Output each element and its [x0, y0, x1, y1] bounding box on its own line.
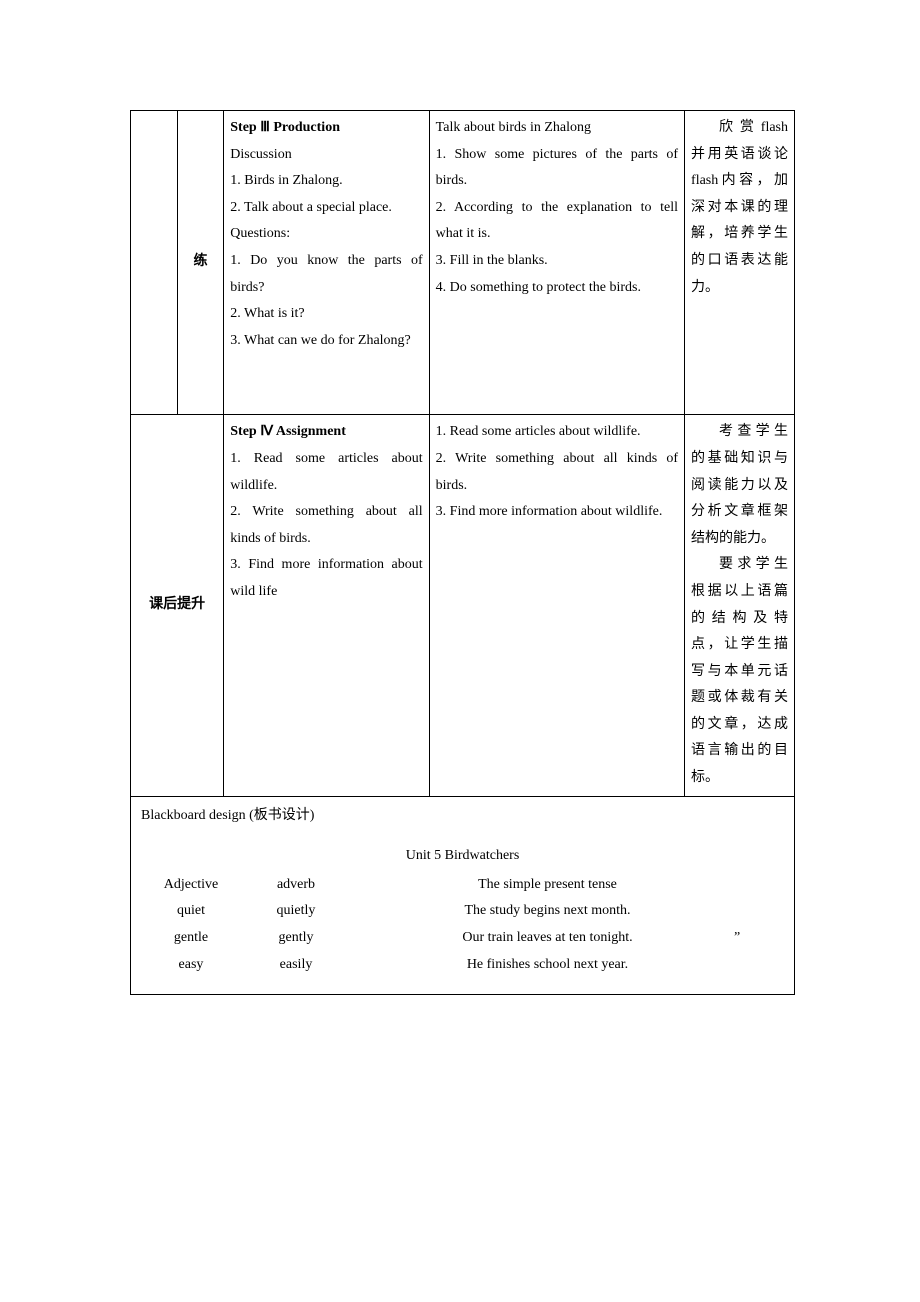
activity-line: 2. Talk about a special place. — [230, 195, 422, 222]
activity-line: 2. Write something about all kinds of bi… — [436, 446, 678, 499]
activity-line: 3. Find more information about wild life — [230, 552, 422, 605]
activity-line: 1. Do you know the parts of birds? — [230, 248, 422, 301]
activity-line: 3. Fill in the blanks. — [436, 248, 678, 275]
purpose-cell: 欣赏flash并用英语谈论flash内容，加深对本课的理解，培养学生的口语表达能… — [685, 111, 795, 415]
purpose-text: 考查学生的基础知识与阅读能力以及分析文章框架结构的能力。 — [691, 419, 788, 552]
adverb-cell: adverb — [241, 872, 351, 899]
word-row: easy easily — [141, 952, 371, 979]
adjective-cell: quiet — [141, 898, 241, 925]
activity-line: 1. Birds in Zhalong. — [230, 168, 422, 195]
activity-line: 1. Read some articles about wildlife. — [436, 419, 678, 446]
adverb-cell: gently — [241, 925, 351, 952]
activity-line: 3. What can we do for Zhalong? — [230, 328, 422, 355]
lesson-plan-table: 练 Step Ⅲ Production Discussion 1. Birds … — [130, 110, 795, 995]
teacher-activity-cell: Step Ⅳ Assignment 1. Read some articles … — [224, 415, 429, 796]
student-activity-cell: Talk about birds in Zhalong 1. Show some… — [429, 111, 684, 415]
step-heading: Step Ⅳ Assignment — [230, 419, 422, 446]
activity-line: 3. Find more information about wildlife. — [436, 499, 678, 526]
activity-line: 1. Show some pictures of the parts of bi… — [436, 142, 678, 195]
blackboard-title: Blackboard design (板书设计) — [141, 803, 784, 830]
teacher-activity-cell: Step Ⅲ Production Discussion 1. Birds in… — [224, 111, 429, 415]
activity-line: 2. According to the explanation to tell … — [436, 195, 678, 248]
example-sentences: The simple present tense The study begin… — [371, 872, 784, 978]
table-row: 课后提升 Step Ⅳ Assignment 1. Read some arti… — [131, 415, 795, 796]
purpose-cell: 考查学生的基础知识与阅读能力以及分析文章框架结构的能力。 要求学生根据以上语篇的… — [685, 415, 795, 796]
activity-line: 2. What is it? — [230, 301, 422, 328]
sentence-line: He finishes school next year. — [371, 952, 724, 979]
adjective-cell: gentle — [141, 925, 241, 952]
unit-title: Unit 5 Birdwatchers — [141, 843, 784, 870]
word-row: gentle gently — [141, 925, 371, 952]
activity-line: Talk about birds in Zhalong — [436, 115, 678, 142]
adjective-adverb-table: Adjective adverb quiet quietly gentle ge… — [141, 872, 371, 978]
adjective-cell: easy — [141, 952, 241, 979]
activity-line: 1. Read some articles about wildlife. — [230, 446, 422, 499]
purpose-text: 欣赏flash并用英语谈论flash内容，加深对本课的理解，培养学生的口语表达能… — [691, 115, 788, 301]
activity-line: 2. Write something about all kinds of bi… — [230, 499, 422, 552]
stage-label-homework: 课后提升 — [131, 415, 224, 796]
adverb-cell: easily — [241, 952, 351, 979]
blackboard-design-cell: Blackboard design (板书设计) Unit 5 Birdwatc… — [131, 796, 795, 995]
stage-label-practice: 练 — [177, 111, 224, 415]
adjective-cell: Adjective — [141, 872, 241, 899]
sentence-line: Our train leaves at ten tonight. — [371, 925, 724, 952]
student-activity-cell: 1. Read some articles about wildlife. 2.… — [429, 415, 684, 796]
stage-left-blank — [131, 111, 178, 415]
step-heading: Step Ⅲ Production — [230, 115, 422, 142]
activity-line: 4. Do something to protect the birds. — [436, 275, 678, 302]
adverb-cell: quietly — [241, 898, 351, 925]
table-row: Blackboard design (板书设计) Unit 5 Birdwatc… — [131, 796, 795, 995]
purpose-text: 要求学生根据以上语篇的结构及特点，让学生描写与本单元话题或体裁有关的文章，达成语… — [691, 552, 788, 791]
sentence-line: The simple present tense — [371, 872, 724, 899]
blackboard-columns: Adjective adverb quiet quietly gentle ge… — [141, 872, 784, 978]
sentence-line: The study begins next month. — [371, 898, 724, 925]
activity-line: Questions: — [230, 221, 422, 248]
activity-line: Discussion — [230, 142, 422, 169]
quote-mark: ” — [724, 925, 784, 952]
word-row: quiet quietly — [141, 898, 371, 925]
table-row: 练 Step Ⅲ Production Discussion 1. Birds … — [131, 111, 795, 415]
word-row: Adjective adverb — [141, 872, 371, 899]
